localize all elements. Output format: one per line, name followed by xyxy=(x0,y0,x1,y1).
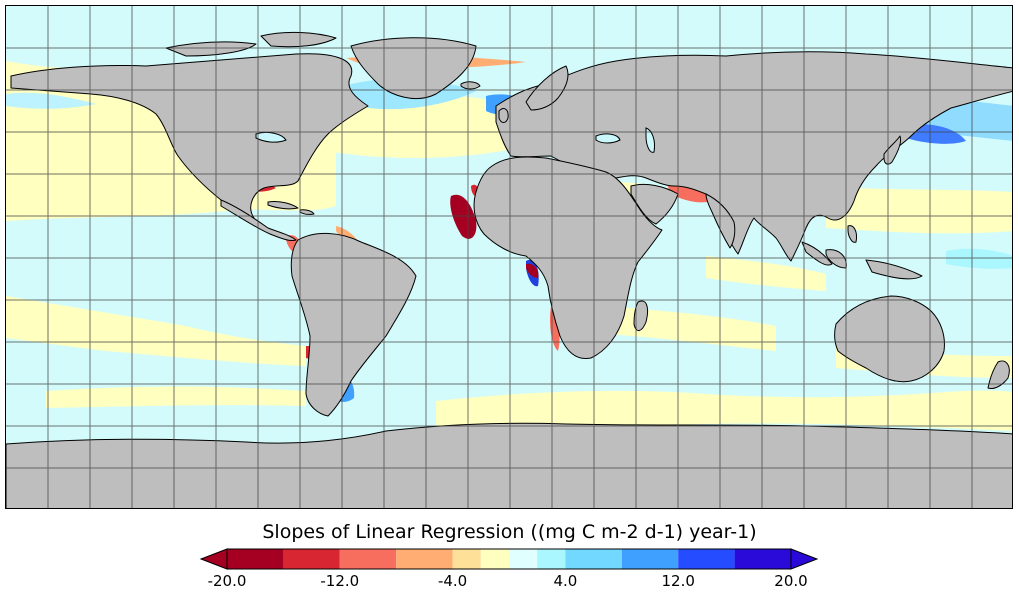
colorbar-bin xyxy=(339,549,397,569)
colorbar-tick-label: 4.0 xyxy=(553,572,578,590)
inland-seas xyxy=(255,127,655,153)
colorbar-bin xyxy=(227,549,284,569)
global-slope-map xyxy=(5,5,1013,509)
colorbar xyxy=(199,548,819,570)
north-america xyxy=(10,53,369,219)
colorbar-tick-label: 20.0 xyxy=(774,572,808,590)
colorbar-bin xyxy=(452,549,481,569)
eurasia xyxy=(495,51,1012,262)
graticule-grid xyxy=(6,6,1012,508)
colorbar-tick-label: -12.0 xyxy=(320,572,360,590)
colorbar-under-arrow xyxy=(199,548,228,570)
colorbar-bin xyxy=(396,549,453,569)
colorbar-bin xyxy=(734,549,791,569)
colorbar-tick-label: 12.0 xyxy=(661,572,695,590)
colorbar-tick-label: -4.0 xyxy=(437,572,468,590)
colorbar-bin xyxy=(565,549,622,569)
colorbar-title: Slopes of Linear Regression ((mg C m-2 d… xyxy=(262,521,757,543)
south-america xyxy=(290,232,417,417)
colorbar-over-arrow xyxy=(790,548,819,570)
central-america xyxy=(220,199,297,241)
colorbar-bin xyxy=(480,549,509,569)
colorbar-bin xyxy=(283,549,340,569)
positive-trend-patches xyxy=(6,78,1012,402)
colorbar-bin xyxy=(537,549,566,569)
australia xyxy=(834,295,945,383)
colorbar-bin xyxy=(509,549,538,569)
colorbar-tick-label: -20.0 xyxy=(207,572,247,590)
colorbar-bin xyxy=(621,549,679,569)
colorbar-bin xyxy=(678,549,735,569)
